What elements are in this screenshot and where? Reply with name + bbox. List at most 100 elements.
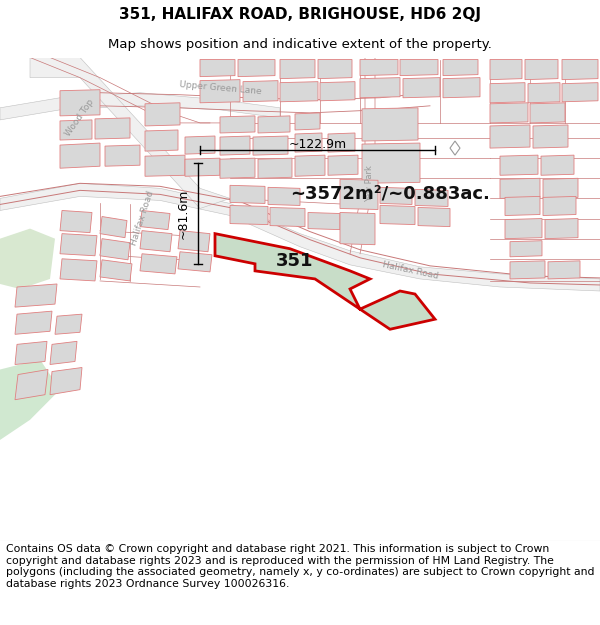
Polygon shape (258, 116, 290, 133)
Polygon shape (15, 284, 57, 307)
Text: Halifax Road: Halifax Road (381, 261, 439, 281)
Polygon shape (295, 113, 320, 130)
Text: ~81.6m: ~81.6m (177, 188, 190, 239)
Polygon shape (270, 208, 305, 227)
Polygon shape (50, 368, 82, 394)
Polygon shape (562, 82, 598, 102)
Polygon shape (490, 82, 525, 102)
Text: 351, HALIFAX ROAD, BRIGHOUSE, HD6 2QJ: 351, HALIFAX ROAD, BRIGHOUSE, HD6 2QJ (119, 7, 481, 22)
Polygon shape (500, 155, 538, 175)
Polygon shape (362, 108, 418, 141)
Polygon shape (230, 186, 265, 204)
Text: 351: 351 (276, 252, 314, 270)
Polygon shape (328, 133, 355, 152)
Polygon shape (243, 81, 278, 102)
Polygon shape (380, 188, 412, 204)
Polygon shape (533, 125, 568, 148)
Polygon shape (328, 155, 358, 175)
Polygon shape (543, 196, 576, 216)
Polygon shape (145, 155, 185, 176)
Polygon shape (340, 179, 378, 209)
Polygon shape (510, 241, 542, 257)
Polygon shape (60, 90, 100, 116)
Polygon shape (15, 369, 48, 400)
Polygon shape (60, 211, 92, 232)
Polygon shape (145, 102, 180, 126)
Polygon shape (362, 143, 420, 183)
Polygon shape (60, 259, 97, 281)
Polygon shape (100, 260, 132, 281)
Polygon shape (105, 145, 140, 166)
Polygon shape (510, 261, 545, 279)
Polygon shape (185, 158, 220, 176)
Polygon shape (60, 143, 100, 168)
Polygon shape (280, 82, 318, 102)
Polygon shape (525, 59, 558, 79)
Polygon shape (258, 158, 292, 178)
Polygon shape (443, 78, 480, 98)
Polygon shape (308, 213, 340, 229)
Polygon shape (185, 136, 215, 154)
Polygon shape (15, 341, 47, 364)
Polygon shape (95, 118, 130, 139)
Text: Map shows position and indicative extent of the property.: Map shows position and indicative extent… (108, 38, 492, 51)
Polygon shape (200, 79, 240, 102)
Polygon shape (238, 59, 275, 77)
Polygon shape (400, 59, 438, 76)
Polygon shape (490, 102, 528, 123)
Polygon shape (530, 102, 565, 123)
Polygon shape (360, 59, 398, 76)
Polygon shape (548, 261, 580, 279)
Polygon shape (140, 231, 172, 252)
Polygon shape (145, 130, 178, 151)
Polygon shape (200, 59, 235, 77)
Polygon shape (140, 211, 170, 229)
Polygon shape (443, 59, 478, 76)
Text: Halifax Road: Halifax Road (129, 190, 155, 247)
Text: Contains OS data © Crown copyright and database right 2021. This information is : Contains OS data © Crown copyright and d… (6, 544, 595, 589)
Polygon shape (220, 158, 255, 178)
Text: Yew Park: Yew Park (365, 165, 374, 202)
Polygon shape (253, 136, 288, 155)
Polygon shape (30, 58, 230, 209)
Polygon shape (380, 206, 415, 224)
Polygon shape (215, 234, 435, 329)
Polygon shape (55, 314, 82, 334)
Polygon shape (0, 359, 60, 440)
Polygon shape (230, 206, 268, 224)
Polygon shape (490, 59, 522, 79)
Polygon shape (562, 59, 598, 79)
Polygon shape (528, 82, 560, 102)
Polygon shape (541, 155, 574, 175)
Polygon shape (15, 311, 52, 334)
Polygon shape (0, 92, 280, 120)
Polygon shape (50, 341, 77, 364)
Text: ~3572m²/~0.883ac.: ~3572m²/~0.883ac. (290, 184, 490, 203)
Polygon shape (403, 78, 440, 98)
Polygon shape (140, 254, 177, 274)
Polygon shape (220, 116, 255, 133)
Polygon shape (220, 136, 250, 155)
Polygon shape (360, 78, 400, 98)
Polygon shape (0, 183, 600, 291)
Text: Upper Green Lane: Upper Green Lane (179, 79, 262, 96)
Polygon shape (340, 213, 375, 245)
Polygon shape (60, 120, 92, 140)
Polygon shape (500, 178, 540, 198)
Polygon shape (505, 219, 542, 239)
Polygon shape (178, 252, 212, 272)
Polygon shape (543, 178, 578, 198)
Polygon shape (100, 239, 130, 260)
Polygon shape (545, 219, 578, 239)
Polygon shape (415, 189, 448, 206)
Text: Wood Top: Wood Top (64, 98, 96, 138)
Polygon shape (100, 216, 127, 238)
Polygon shape (295, 133, 322, 152)
Polygon shape (178, 231, 210, 252)
Polygon shape (505, 196, 540, 216)
Polygon shape (268, 188, 300, 206)
Polygon shape (60, 234, 97, 256)
Polygon shape (280, 59, 315, 79)
Polygon shape (490, 125, 530, 148)
Polygon shape (0, 229, 55, 289)
